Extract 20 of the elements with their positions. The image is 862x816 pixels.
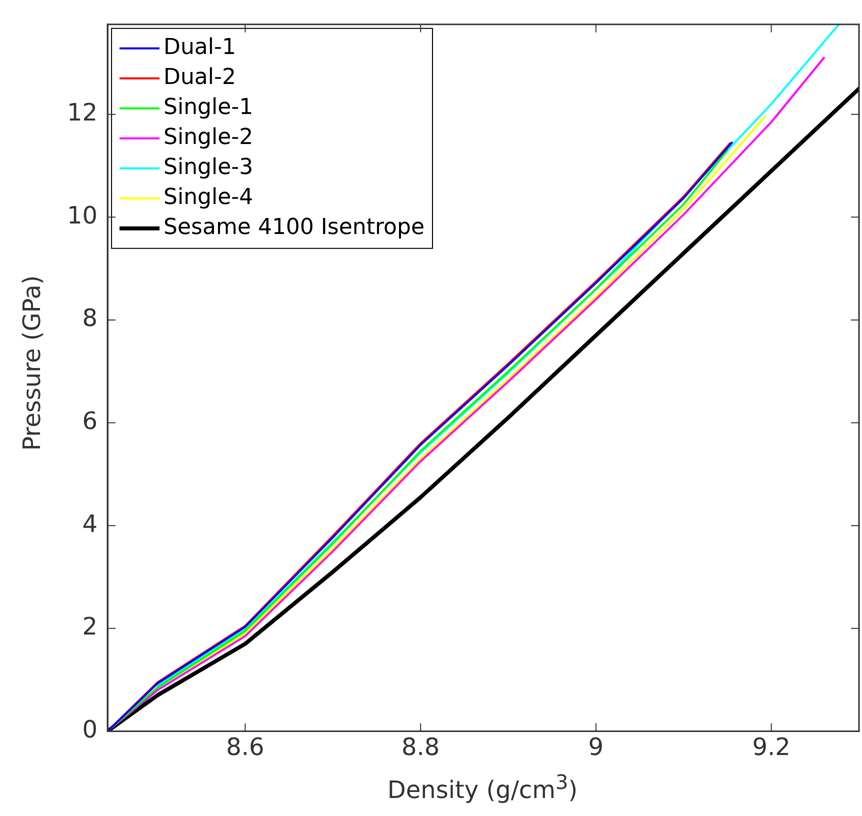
y-tick-label: 8 [82,304,98,332]
y-axis-title: Pressure (GPa) [18,275,46,451]
y-tick-label: 4 [82,510,98,538]
legend-label: Single-4 [164,185,254,210]
x-axis-title: Density (g/cm$^{3}$) [386,770,579,804]
y-tick-label: 12 [66,98,98,127]
legend-label: Dual-2 [164,65,236,90]
x-tick-label: 9.2 [752,732,790,761]
legend-label: Dual-1 [164,35,236,60]
x-tick-label: 8.8 [401,732,440,761]
y-tick-label: 10 [66,201,98,230]
x-tick-label: 8.6 [226,732,264,761]
y-tick-label: 6 [82,407,98,436]
legend-label: Sesame 4100 Isentrope [164,215,425,240]
legend-label: Single-2 [164,125,254,150]
legend-label: Single-1 [164,95,254,120]
x-tick-label: 9 [588,732,604,761]
y-tick-label: 0 [82,715,98,744]
y-tick-label: 2 [82,612,98,641]
legend-label: Single-3 [164,155,254,180]
